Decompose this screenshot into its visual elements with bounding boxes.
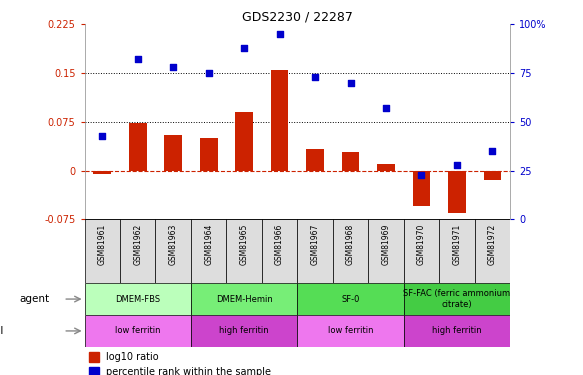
Point <box>310 74 319 80</box>
Text: GSM81968: GSM81968 <box>346 224 355 265</box>
Text: percentile rank within the sample: percentile rank within the sample <box>106 367 271 375</box>
Bar <box>368 219 404 283</box>
Bar <box>89 352 100 362</box>
Bar <box>297 219 333 283</box>
Bar <box>342 152 359 171</box>
Point <box>381 105 391 111</box>
Bar <box>448 171 466 213</box>
Point <box>240 45 249 51</box>
Bar <box>439 219 475 283</box>
Bar <box>85 283 191 315</box>
Bar <box>413 171 430 206</box>
Bar <box>483 171 501 180</box>
Text: SF-0: SF-0 <box>341 295 360 304</box>
Bar <box>306 149 324 171</box>
Title: GDS2230 / 22287: GDS2230 / 22287 <box>242 10 353 23</box>
Point <box>275 31 285 37</box>
Bar <box>403 283 510 315</box>
Bar <box>191 219 226 283</box>
Point <box>204 70 213 76</box>
Bar <box>262 219 297 283</box>
Bar <box>333 219 368 283</box>
Text: GSM81964: GSM81964 <box>204 224 213 265</box>
Bar <box>377 164 395 171</box>
Bar <box>236 112 253 171</box>
Bar <box>475 219 510 283</box>
Text: DMEM-FBS: DMEM-FBS <box>115 295 160 304</box>
Text: high ferritin: high ferritin <box>432 326 482 335</box>
Point <box>346 80 355 86</box>
Text: GSM81970: GSM81970 <box>417 224 426 265</box>
Text: GSM81967: GSM81967 <box>311 224 319 265</box>
Bar <box>403 219 439 283</box>
Text: GSM81965: GSM81965 <box>240 224 248 265</box>
Bar <box>156 219 191 283</box>
Bar <box>191 283 297 315</box>
Bar <box>226 219 262 283</box>
Bar <box>200 138 217 171</box>
Text: GSM81961: GSM81961 <box>98 224 107 265</box>
Text: low ferritin: low ferritin <box>328 326 373 335</box>
Text: GSM81966: GSM81966 <box>275 224 284 265</box>
Bar <box>191 315 297 347</box>
Text: high ferritin: high ferritin <box>219 326 269 335</box>
Text: DMEM-Hemin: DMEM-Hemin <box>216 295 272 304</box>
Bar <box>164 135 182 171</box>
Point <box>488 148 497 154</box>
Bar <box>89 367 100 375</box>
Text: GSM81972: GSM81972 <box>488 224 497 265</box>
Text: agent: agent <box>19 294 49 304</box>
Text: SF-FAC (ferric ammonium
citrate): SF-FAC (ferric ammonium citrate) <box>403 290 511 309</box>
Bar <box>120 219 156 283</box>
Bar <box>93 171 111 174</box>
Point <box>452 162 462 168</box>
Bar <box>85 219 120 283</box>
Point <box>417 171 426 177</box>
Text: log10 ratio: log10 ratio <box>106 352 159 362</box>
Bar <box>85 315 191 347</box>
Text: GSM81963: GSM81963 <box>168 224 178 265</box>
Point <box>97 132 107 138</box>
Text: GSM81962: GSM81962 <box>134 224 142 265</box>
Bar <box>297 315 404 347</box>
Text: growth protocol: growth protocol <box>0 326 3 336</box>
Bar <box>403 315 510 347</box>
Text: low ferritin: low ferritin <box>115 326 160 335</box>
Bar <box>271 70 289 171</box>
Bar <box>129 123 146 171</box>
Text: GSM81969: GSM81969 <box>381 224 391 265</box>
Text: GSM81971: GSM81971 <box>452 224 461 265</box>
Bar <box>297 283 404 315</box>
Point <box>133 57 142 63</box>
Point <box>168 64 178 70</box>
